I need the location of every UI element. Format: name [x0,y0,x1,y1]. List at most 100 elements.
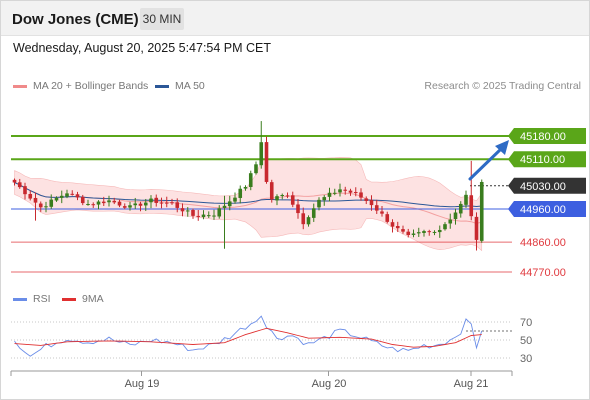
bollinger-band [14,156,483,252]
candle [128,201,132,211]
candle-body [138,203,143,206]
candle-body [432,231,437,233]
candle [280,193,285,200]
legend-ma50: MA 50 [155,80,205,92]
candle [23,182,27,200]
ma50-line [14,182,482,208]
candle-body [353,192,358,194]
candle [212,209,216,220]
candle-body [212,215,216,217]
candle [133,197,138,209]
candle [437,225,442,238]
candle [91,202,96,208]
legend-ma20: MA 20 + Bollinger Bands [13,80,148,92]
rsi-tick-30: 30 [520,353,532,365]
candle-body [128,205,132,208]
candle [112,197,117,205]
candle [458,201,463,218]
candle-body [254,164,258,174]
candle [432,230,437,236]
candle-body [233,197,237,202]
candle-body [133,203,138,206]
candle [107,195,111,207]
candle-body [416,232,421,234]
candle-body [453,212,458,220]
candle [185,207,190,217]
candle [317,197,321,211]
candle-body [44,206,48,208]
candle-body [448,219,453,224]
candle [164,196,169,208]
candle-body [206,215,211,217]
candle-body [332,192,337,194]
candle-body [49,199,54,207]
candle [86,199,90,206]
credit-label: Research © 2025 Trading Central [424,80,581,92]
ma50-label: MA 50 [175,80,205,92]
candle-body [70,193,75,195]
nine-ma-swatch [62,297,76,301]
candle [469,160,474,221]
candle-body [75,194,80,198]
candle [343,186,348,195]
candle-body [280,194,285,196]
rsi-label: RSI [33,293,51,305]
candle [143,198,148,211]
candle [227,195,232,211]
legend-rsi: RSI [13,293,51,305]
candle-body [269,182,274,200]
candle-body [369,200,374,206]
candle [259,121,264,169]
candle [422,229,426,237]
timeframe-button[interactable]: 30 MIN [140,8,184,30]
candle-body [122,206,127,208]
candle-body [154,197,159,203]
candle-body [411,233,416,235]
candle [395,221,400,233]
candle-body [117,201,122,206]
candle [380,205,384,217]
candle-body [380,211,384,214]
x-tick-label: Aug 21 [454,378,489,390]
candle-body [306,217,311,225]
rsi-swatch [13,297,27,301]
candle-body [23,186,27,195]
candle-body [175,202,180,208]
candle [348,188,353,196]
candle [301,207,306,230]
candle [196,210,201,221]
candle-body [479,181,484,241]
forecast-arrow-head [495,140,509,155]
candle-body [17,182,22,188]
candle [401,225,405,234]
candle-body [96,201,101,205]
candle-body [275,196,279,201]
candle-body [201,214,206,218]
candle-body [170,202,174,204]
rsi-tick-70: 70 [520,317,532,329]
candle [322,195,327,206]
candle-body [322,197,327,201]
candle-body [427,231,432,233]
candle [59,190,64,204]
candle-body [458,203,463,214]
candle [353,187,358,197]
candle-body [364,198,369,201]
candle-body [59,195,64,198]
candle [285,192,290,199]
candle [96,200,101,210]
candle-body [112,200,117,203]
candle-body [38,203,43,208]
candle-body [259,142,264,166]
candle-body [28,194,33,199]
candle [238,185,243,204]
candle [390,219,395,233]
ma20-swatch [13,84,27,88]
support-label-5: 44770.00 [520,267,566,279]
candle [359,188,363,201]
candle [117,199,122,208]
candle [180,203,185,217]
candle-body [374,205,379,211]
candle [311,203,316,222]
header-bar: Dow Jones (CME) 30 MIN [1,1,589,36]
